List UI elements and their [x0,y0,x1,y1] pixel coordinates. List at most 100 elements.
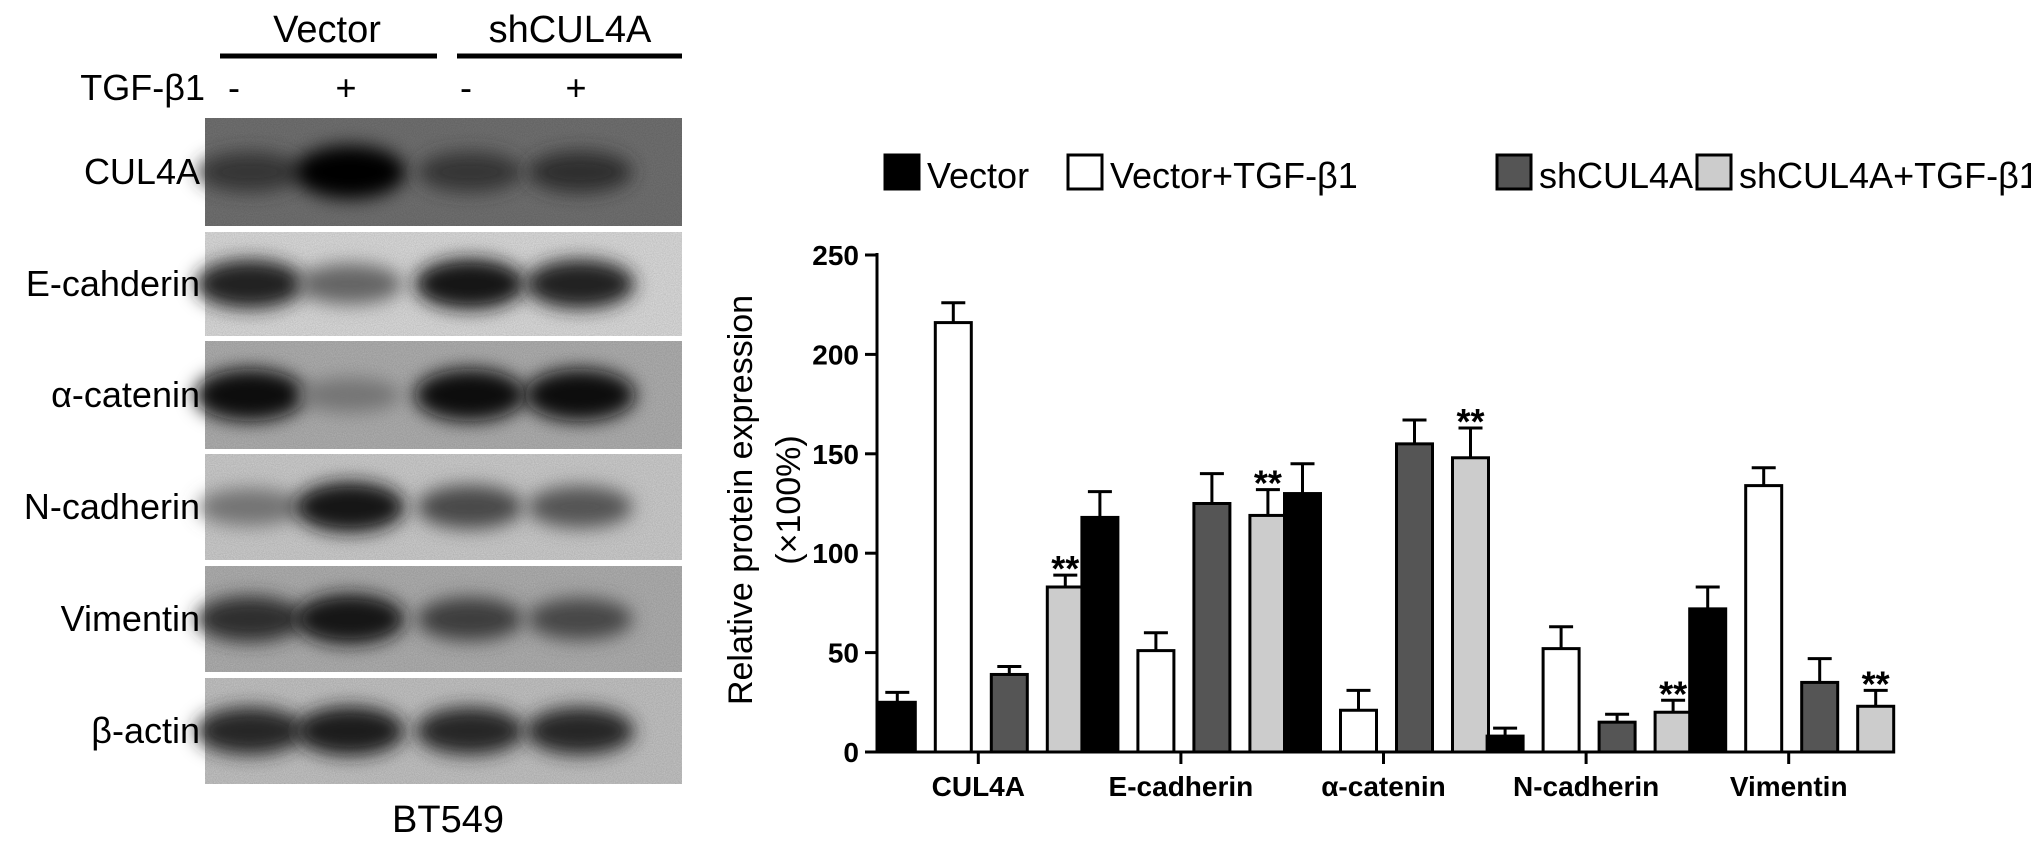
blot-row: E-cahderin [26,232,682,336]
treatment-sign: - [460,67,472,108]
x-tick-label: Vimentin [1730,771,1848,802]
bar-group-item [1192,472,1232,754]
blot-band [524,368,636,422]
bar [1248,513,1288,754]
y-tick-label: 50 [828,638,859,669]
y-tick-label: 250 [812,240,859,271]
legend-swatch [1695,153,1733,191]
bar-group-item [1339,688,1378,754]
significance-mark: ** [1659,673,1687,714]
blot-band [196,595,304,643]
significance-mark: ** [1456,401,1484,442]
bar [1541,647,1581,754]
blot-band [416,485,524,529]
bar-group-item [1800,657,1840,754]
blot-band [295,706,405,756]
bar [1653,710,1693,754]
bar [1451,456,1490,754]
significance-mark: ** [1862,663,1890,704]
treatment-sign: - [228,67,240,108]
y-tick-label: 0 [843,737,859,768]
blot-band [416,597,524,641]
blot-row: CUL4A [84,118,682,226]
bar-chart-panel: Vector Vector+TGF-β1 shCUL4A shCUL4A+TGF-β1… [722,153,2031,802]
bar [1045,585,1085,754]
x-tick-label: E-cadherin [1109,771,1254,802]
significance-mark: ** [1254,463,1282,504]
bar-group-item [933,301,973,754]
bar-group-item [1248,488,1288,754]
bar [1283,492,1322,754]
blot-row-label: Vimentin [61,598,200,639]
legend-item: Vector+TGF-β1 [1066,153,1358,196]
blot-rows: CUL4A E-cahderin α-catenin N-cadherin Viment… [24,118,682,784]
blot-row: Vimentin [61,566,682,672]
y-tick-label: 200 [812,339,859,370]
blot-band [294,481,406,533]
x-tick-label: α-catenin [1321,771,1446,802]
bar-group-item [1541,625,1581,754]
bar-group-item [1688,585,1728,754]
bars: ** ** ** ** ** [877,301,1896,754]
legend-item: Vector [883,153,1029,196]
blot-row: α-catenin [51,341,682,449]
legend-label: Vector+TGF-β1 [1110,155,1358,196]
bar-group-item [1395,418,1434,754]
treatment-sign: + [565,67,586,108]
y-axis-label: Relative protein expression [722,295,760,705]
blot-row: N-cadherin [24,454,682,560]
blot-row-label: CUL4A [84,151,200,192]
blot-band [195,259,305,309]
bar [1395,442,1434,754]
blot-row-label: β-actin [91,710,200,751]
blot-band [414,368,526,422]
blot-band [299,377,401,413]
bar [933,321,973,754]
blot-band [415,707,525,755]
legend-swatch [1066,153,1104,191]
group-label-vector: Vector [273,9,381,51]
blot-band [297,263,403,305]
legend-label: shCUL4A+TGF-β1 [1739,155,2031,196]
bar [1080,515,1120,754]
treatment-signs: - + - + [228,67,587,108]
bar [1800,680,1840,754]
legend-swatch [883,153,921,191]
bar-group-item [1283,462,1322,754]
bar-group-item [1045,573,1085,754]
y-axis: 0 50 100 150 200 250 [812,240,879,768]
bar-group-item [1451,426,1490,754]
blot-band [294,593,406,645]
blot-band [417,151,523,193]
blot-row-label: E-cahderin [26,263,200,304]
bar-group-item [989,665,1029,754]
blot-row-label: N-cadherin [24,486,200,527]
blot-band [197,151,303,193]
legend-swatch [1495,153,1533,191]
significance-mark: ** [1051,548,1079,589]
group-label-shcul4a: shCUL4A [489,9,652,51]
legend-label: Vector [927,155,1029,196]
x-tick-label: N-cadherin [1513,771,1659,802]
blot-band [414,258,526,310]
cell-line-label: BT549 [392,799,504,841]
x-axis: CUL4A E-cadherin α-catenin N-cadherin Viment… [877,750,1890,802]
blot-band [525,707,635,755]
legend-item: shCUL4A+TGF-β1 [1695,153,2031,196]
blot-band [527,151,633,193]
legend-item: shCUL4A [1495,153,1693,196]
blot-band [294,145,406,199]
western-blot-panel: Vector shCUL4A TGF-β1 - + - + CUL4A E-cahder… [24,9,682,841]
treatment-sign: + [335,67,356,108]
blot-band [527,486,633,528]
bar [1688,607,1728,754]
bar [989,672,1029,754]
bar [1856,704,1896,754]
bar [1597,720,1637,754]
treatment-label: TGF-β1 [80,67,205,108]
legend-label: shCUL4A [1539,155,1693,196]
bar [1192,502,1232,754]
blot-band [195,707,305,755]
x-tick-label: CUL4A [932,771,1025,802]
